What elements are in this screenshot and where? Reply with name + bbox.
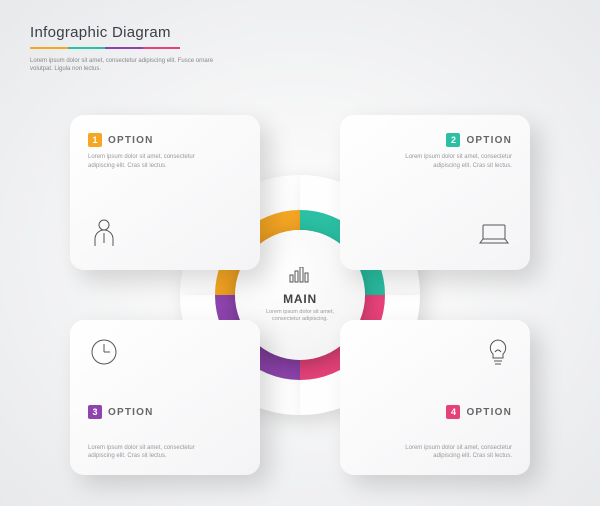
option-label-3: OPTION (108, 407, 154, 418)
hub-subtitle: Lorem ipsum dolor sit amet, consectetur … (255, 309, 345, 323)
hub-title: MAIN (283, 292, 317, 306)
option-card-1: 1 OPTION Lorem ipsum dolor sit amet, con… (70, 115, 260, 270)
option-label-4: OPTION (466, 407, 512, 418)
clock-icon (90, 338, 118, 371)
option-body-1: Lorem ipsum dolor sit amet, consectetur … (88, 153, 218, 170)
page-title: Infographic Diagram (30, 24, 230, 41)
rule-seg-3 (105, 47, 143, 49)
page-subtitle: Lorem ipsum dolor sit amet, consectetur … (30, 57, 230, 74)
title-rule (30, 47, 180, 49)
diagram-stage: MAIN Lorem ipsum dolor sit amet, consect… (70, 115, 530, 475)
person-icon (90, 217, 118, 252)
bulb-icon (486, 338, 510, 373)
option-label-1: OPTION (108, 135, 154, 146)
rule-seg-4 (143, 47, 181, 49)
option-card-2: 2 OPTION Lorem ipsum dolor sit amet, con… (340, 115, 530, 270)
laptop-icon (478, 223, 510, 252)
rule-seg-1 (30, 47, 68, 49)
option-number-3: 3 (88, 405, 102, 419)
option-body-3: Lorem ipsum dolor sit amet, consectetur … (88, 444, 218, 461)
option-card-3: 3 OPTION Lorem ipsum dolor sit amet, con… (70, 320, 260, 475)
bar-chart-icon (289, 267, 311, 288)
option-number-2: 2 (446, 133, 460, 147)
option-label-2: OPTION (466, 135, 512, 146)
option-number-4: 4 (446, 405, 460, 419)
rule-seg-2 (68, 47, 106, 49)
option-body-2: Lorem ipsum dolor sit amet, consectetur … (382, 153, 512, 170)
option-card-4: 4 OPTION Lorem ipsum dolor sit amet, con… (340, 320, 530, 475)
option-number-1: 1 (88, 133, 102, 147)
option-body-4: Lorem ipsum dolor sit amet, consectetur … (382, 444, 512, 461)
header: Infographic Diagram Lorem ipsum dolor si… (30, 24, 230, 74)
